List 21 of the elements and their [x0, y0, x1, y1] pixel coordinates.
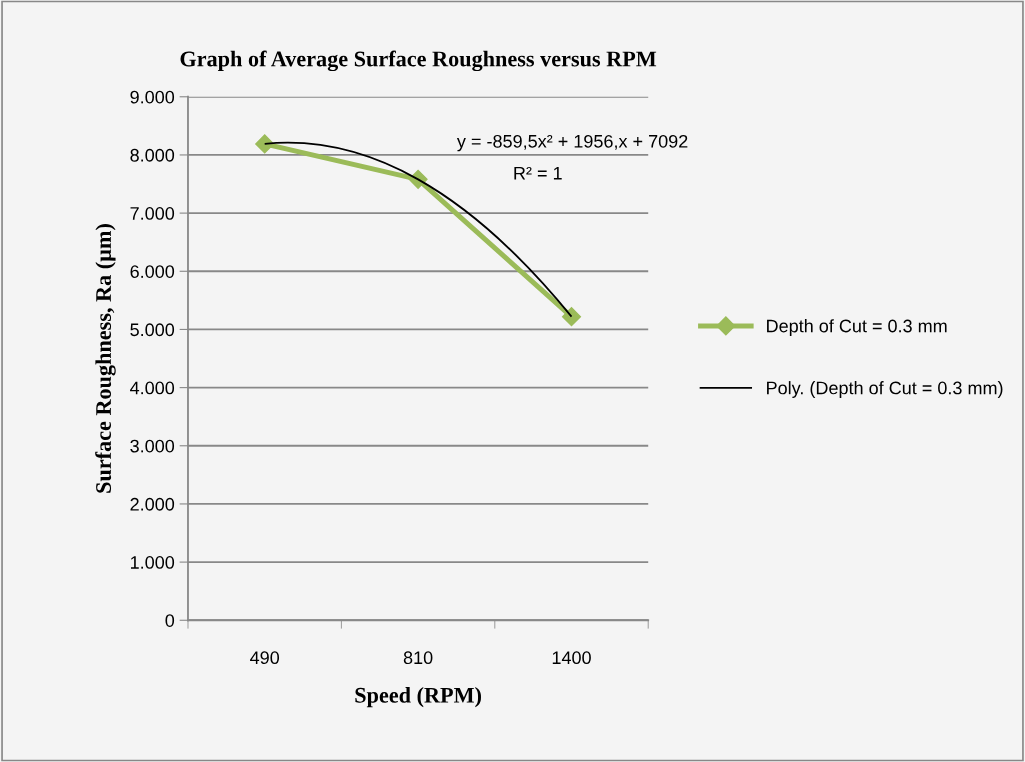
x-tick-label: 810	[403, 651, 433, 665]
annotation: R² = 1	[514, 166, 562, 180]
legend-label: Depth of Cut = 0.3 mm	[767, 319, 947, 336]
y-axis-title: Surface Roughness, Ra (µm)	[95, 224, 116, 493]
x-tick-label: 490	[250, 651, 280, 665]
y-tick-label: 0	[165, 614, 175, 627]
chart-title: Graph of Average Surface Roughness versus RPM	[180, 50, 657, 72]
x-axis-title: Speed (RPM)	[355, 687, 481, 708]
y-tick-label: 6.000	[130, 265, 175, 278]
y-tick-label: 2.000	[130, 497, 175, 511]
y-tick-label: 1.000	[130, 556, 175, 569]
y-tick-label: 3.000	[130, 439, 175, 453]
legend-label: Poly. (Depth of Cut = 0.3 mm)	[767, 381, 1003, 398]
y-tick-label: 4.000	[130, 381, 175, 395]
y-tick-label: 5.000	[130, 323, 175, 337]
point	[255, 134, 275, 154]
y-tick-label: 9.000	[130, 90, 175, 104]
annotation: y = -859,5x² + 1956,x + 7092	[456, 134, 688, 152]
y-tick-label: 7.000	[130, 207, 175, 220]
x-tick-label: 1400	[552, 651, 591, 665]
y-tick-label: 8.000	[130, 148, 175, 162]
